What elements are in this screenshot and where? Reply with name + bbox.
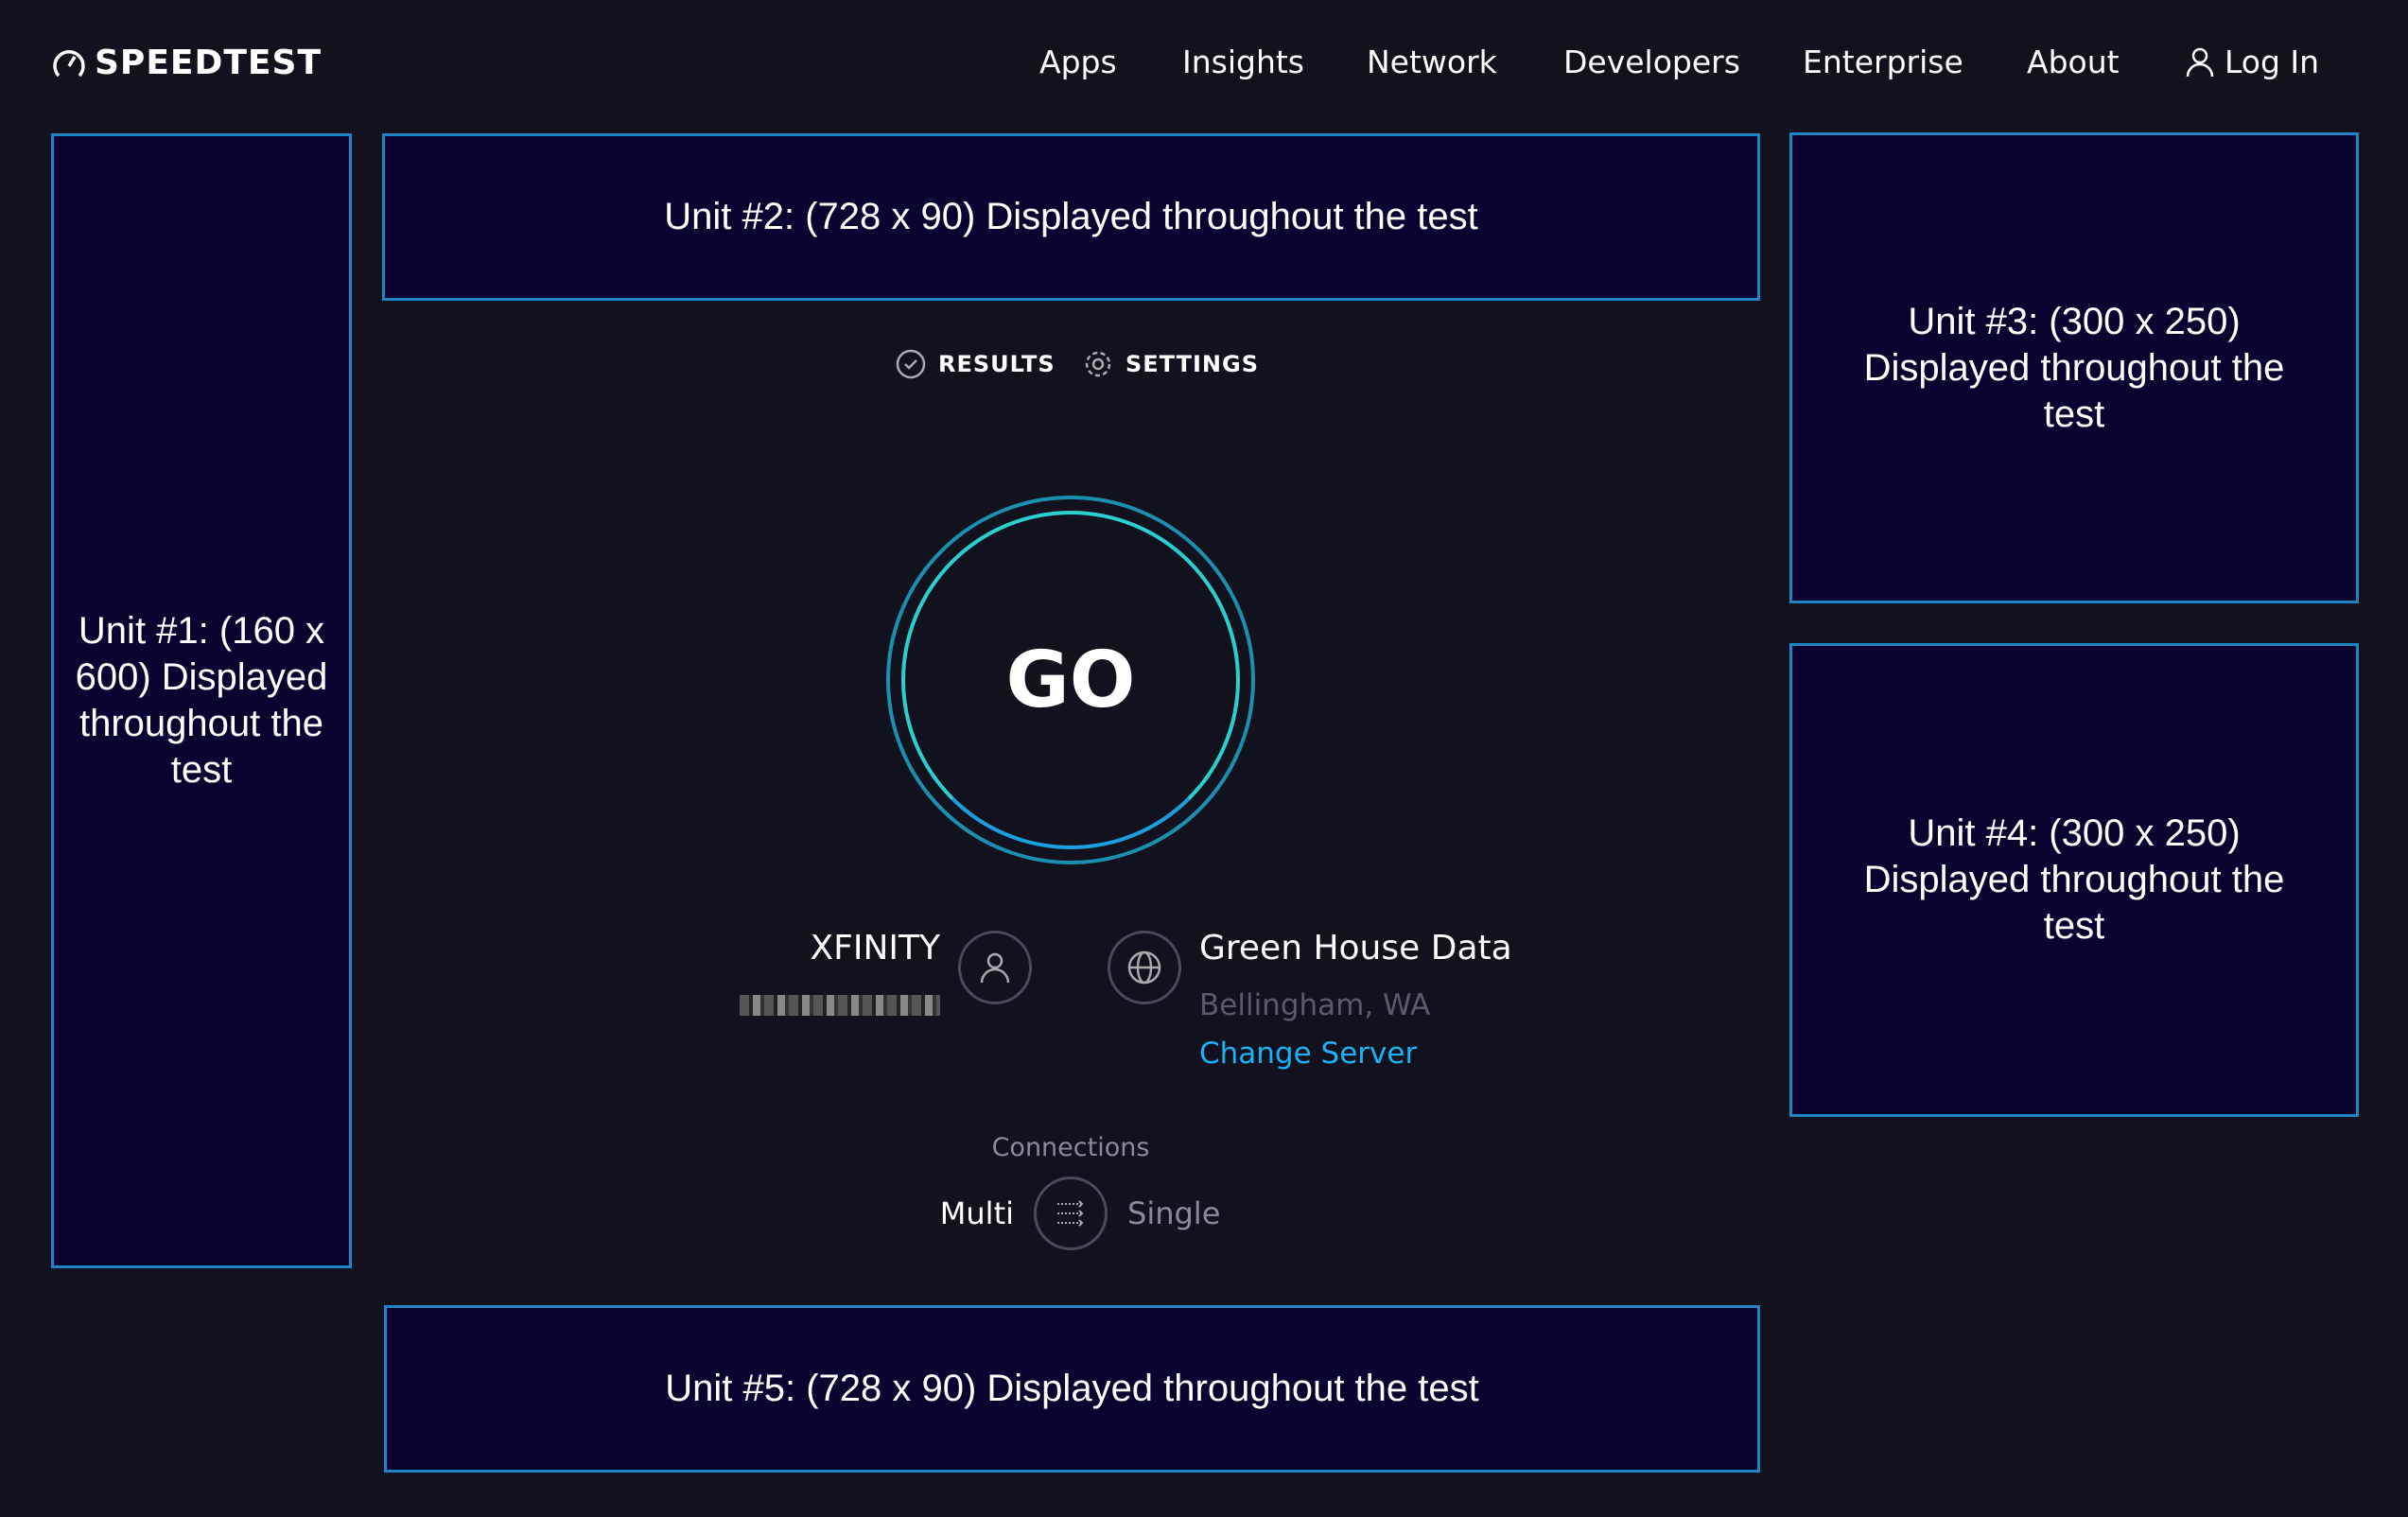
login-label: Log In <box>2225 44 2320 80</box>
nav-network[interactable]: Network <box>1367 44 1497 80</box>
isp-name: XFINITY <box>810 929 940 968</box>
go-button-ring[interactable]: GO <box>886 496 1255 864</box>
tab-settings-label: SETTINGS <box>1125 351 1259 377</box>
server-name: Green House Data <box>1199 929 1512 968</box>
ad-unit-3[interactable]: Unit #3: (300 x 250) Displayed throughou… <box>1789 132 2359 603</box>
go-button[interactable]: GO <box>901 511 1240 849</box>
ad-unit-5[interactable]: Unit #5: (728 x 90) Displayed throughout… <box>384 1305 1760 1473</box>
gear-icon <box>1085 351 1111 377</box>
nav-about[interactable]: About <box>2027 44 2120 80</box>
connections-toggle[interactable] <box>1034 1177 1108 1250</box>
nav-apps[interactable]: Apps <box>1039 44 1117 80</box>
tab-settings[interactable]: SETTINGS <box>1082 348 1259 380</box>
nav-developers[interactable]: Developers <box>1563 44 1740 80</box>
tab-results-label: RESULTS <box>938 351 1056 377</box>
speedtest-logo[interactable]: SPEEDTEST <box>51 44 322 82</box>
connections-multi[interactable]: Multi <box>939 1195 1014 1231</box>
tab-results[interactable]: RESULTS <box>895 348 1056 380</box>
gauge-icon <box>53 49 85 77</box>
logo-text: SPEEDTEST <box>95 44 323 82</box>
redacted-ip <box>740 995 940 1016</box>
ad-unit-4[interactable]: Unit #4: (300 x 250) Displayed throughou… <box>1789 643 2359 1117</box>
user-icon <box>980 952 1010 984</box>
login-link[interactable]: Log In <box>2185 44 2319 80</box>
change-server-link[interactable]: Change Server <box>1199 1037 1418 1071</box>
globe-icon <box>1127 950 1161 985</box>
connections-label: Connections <box>991 1133 1150 1162</box>
isp-icon <box>958 931 1032 1004</box>
nav-insights[interactable]: Insights <box>1182 44 1305 80</box>
user-icon <box>2186 47 2214 77</box>
server-icon[interactable] <box>1108 931 1181 1004</box>
multi-arrows-icon <box>1057 1200 1084 1227</box>
connections-single[interactable]: Single <box>1127 1195 1221 1231</box>
ad-unit-2[interactable]: Unit #2: (728 x 90) Displayed throughout… <box>382 133 1760 301</box>
check-circle-icon <box>896 349 926 379</box>
ad-unit-1[interactable]: Unit #1: (160 x 600) Displayed throughou… <box>51 133 352 1268</box>
server-location: Bellingham, WA <box>1199 988 1431 1022</box>
nav-enterprise[interactable]: Enterprise <box>1803 44 1963 80</box>
